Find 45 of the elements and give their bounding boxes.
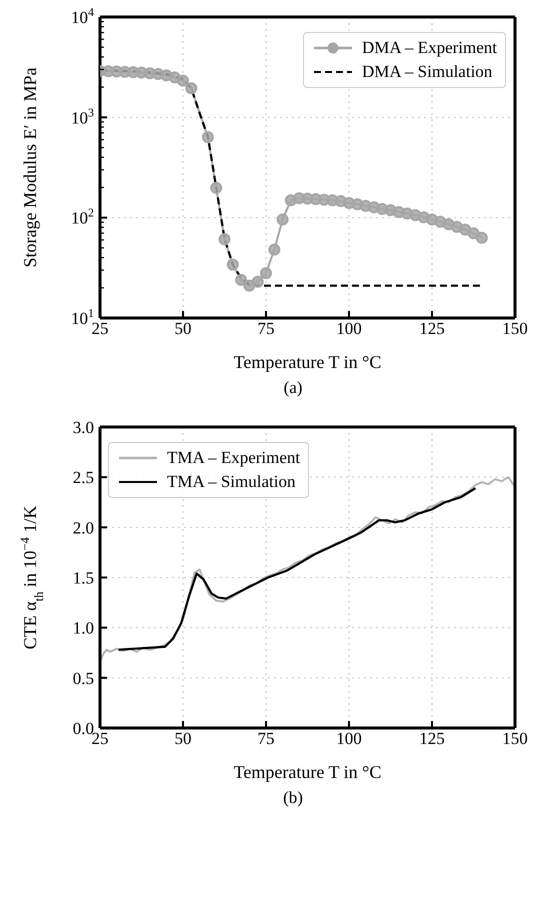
x-tick-label: 125 [419, 319, 445, 338]
point [476, 232, 488, 244]
point [226, 258, 239, 271]
y-tick-label: 0.0 [72, 718, 94, 738]
point [235, 274, 248, 286]
y-tick-label: 3.0 [72, 418, 94, 437]
legend-label: TMA – Experiment [167, 448, 300, 468]
x-axis-title: Temperature T in °C [234, 762, 382, 782]
point [210, 182, 222, 194]
point [276, 213, 289, 226]
point [468, 227, 480, 240]
y-tick-label: 10$^{2}$ [71, 206, 94, 228]
x-tick-label: 100 [336, 729, 362, 748]
line-series [117, 487, 477, 651]
x-axis-title: Temperature T in °C [234, 352, 382, 372]
x-tick-label: 150 [502, 319, 528, 338]
point [185, 82, 198, 94]
point [260, 267, 272, 280]
y-tick-label: 10$^{3}$ [71, 105, 94, 128]
text: (b) [282, 788, 304, 808]
text: (a) [282, 378, 304, 398]
x-tick-label: 100 [336, 319, 362, 338]
y-tick-label: 0.5 [72, 668, 94, 688]
x-tick-label: 25 [92, 319, 108, 338]
y-tick-label: 2.0 [72, 518, 94, 538]
point [202, 131, 214, 144]
x-tick-label: 50 [174, 729, 192, 748]
point [268, 244, 280, 256]
y-tick-label: 1.0 [72, 618, 94, 638]
line-series [100, 476, 515, 663]
x-tick-label: 75 [258, 319, 274, 338]
y-axis-title: Storage Modulus E′ in MPa [20, 68, 40, 268]
x-tick-label: 50 [174, 319, 192, 338]
y-tick-label: 10$^{4}$ [71, 4, 94, 27]
legend-label: DMA – Simulation [362, 62, 492, 82]
point [252, 276, 264, 288]
point [177, 74, 189, 87]
x-tick-label: 150 [502, 729, 528, 748]
legend-label: TMA – Simulation [167, 472, 296, 492]
x-tick-label: 125 [419, 729, 445, 748]
point [218, 233, 230, 246]
y-tick-label: 1.5 [72, 568, 94, 588]
legend-label: DMA – Experiment [362, 38, 497, 58]
y-tick-label: 2.5 [72, 468, 94, 488]
x-tick-label: 75 [258, 729, 274, 748]
